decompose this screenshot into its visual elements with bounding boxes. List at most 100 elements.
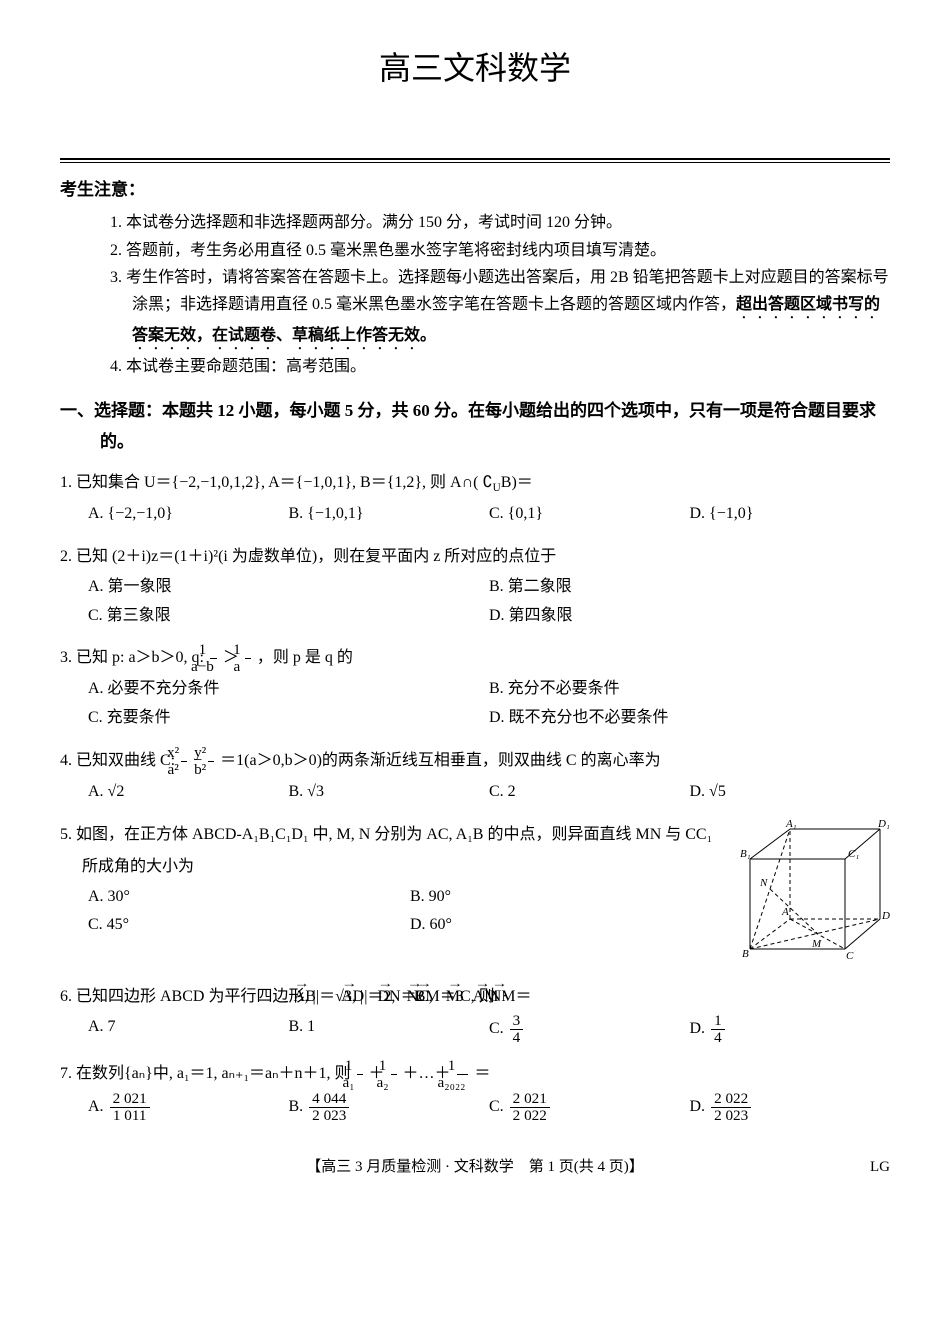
fig-label: B₁ (740, 848, 751, 860)
frac-d: a₂ (391, 1075, 397, 1091)
q1-stem2: B)＝ (501, 474, 533, 491)
q4-stem: 4. 已知双曲线 C: (60, 752, 179, 769)
fig-label: B (742, 948, 749, 959)
q1-stem: 1. 已知集合 U＝{−2,−1,0,1,2}, A＝{−1,0,1}, B＝{… (60, 474, 493, 491)
frac-n: 2 021 (110, 1091, 150, 1108)
q2-stem: 2. 已知 (2＋i)z＝(1＋i)²(i 为虚数单位)，则在复平面内 z 所对… (60, 541, 890, 573)
question-2: 2. 已知 (2＋i)z＝(1＋i)²(i 为虚数单位)，则在复平面内 z 所对… (60, 541, 890, 631)
q2-option-a: A. 第一象限 (88, 573, 489, 602)
q6-option-a: A. 7 (88, 1013, 289, 1046)
notice-item: 3. 考生作答时，请将答案答在答题卡上。选择题每小题选出答案后，用 2B 铅笔把… (110, 264, 890, 353)
notice-item: 4. 本试卷主要命题范围：高考范围。 (110, 353, 890, 380)
q1-option-a: A. {−2,−1,0} (88, 500, 289, 529)
q4-option-b: B. √3 (289, 778, 490, 807)
q3-option-c: C. 充要条件 (88, 704, 489, 733)
q6-option-c: C. 34 (489, 1013, 690, 1046)
fig-label: A₁ (785, 819, 797, 830)
q3-option-b: B. 充分不必要条件 (489, 675, 890, 704)
notice-block: 考生注意： 1. 本试卷分选择题和非选择题两部分。满分 150 分，考试时间 1… (60, 175, 890, 381)
opt-prefix: C. (489, 1020, 508, 1037)
frac-d: 2 022 (510, 1108, 550, 1124)
question-5: 5. 如图，在正方体 ABCD-A₁B₁C₁D₁ 中, M, N 分别为 AC,… (60, 819, 890, 970)
page-title: 高三文科数学 (60, 40, 890, 98)
q5-stem: 5. 如图，在正方体 ABCD-A₁B₁C₁D₁ 中, M, N 分别为 AC,… (60, 819, 732, 883)
q2-option-b: B. 第二象限 (489, 573, 890, 602)
fig-label: D₁ (877, 819, 890, 830)
divider (60, 158, 890, 160)
frac-d: 2 023 (309, 1108, 349, 1124)
question-7: 7. 在数列{aₙ}中, a₁＝1, aₙ₊₁＝aₙ＋n＋1, 则 1a₁ ＋ … (60, 1058, 890, 1124)
q7-option-b: B. 4 0442 023 (289, 1091, 490, 1124)
q6-stem: 6. 已知四边形 ABCD 为平行四边形, | (60, 988, 316, 1005)
q7-stem: 7. 在数列{aₙ}中, a₁＝1, aₙ₊₁＝aₙ＋n＋1, 则 (60, 1065, 355, 1082)
frac-d: b² (208, 762, 214, 778)
frac-d: a−b (210, 659, 217, 675)
frac-d: a² (181, 762, 187, 778)
opt-prefix: C. (489, 1098, 508, 1115)
frac-d: 4 (510, 1030, 524, 1046)
fig-label: A (781, 906, 789, 918)
q3-stem: ，则 p 是 q 的 (257, 649, 353, 666)
vector: MC (468, 981, 471, 1013)
opt-prefix: A. (88, 1098, 108, 1115)
q1-option-b: B. {−1,0,1} (289, 500, 490, 529)
q6-option-b: B. 1 (289, 1013, 490, 1046)
q2-option-d: D. 第四象限 (489, 602, 890, 631)
q7-stem: ＝ (474, 1065, 490, 1082)
q4-option-d: D. √5 (690, 778, 891, 807)
frac-d: a₂₀₂₂ (457, 1075, 469, 1091)
q2-option-c: C. 第三象限 (88, 602, 489, 631)
frac-n: y² (208, 745, 214, 762)
question-3: 3. 已知 p: a＞b＞0, q: 1a−b ＞ 1a ，则 p 是 q 的 … (60, 642, 890, 733)
frac-d: a (245, 659, 251, 675)
vector: DN (399, 981, 400, 1013)
opt-prefix: B. (289, 1098, 308, 1115)
frac-d: 2 023 (711, 1108, 751, 1124)
q3-stem: 3. 已知 p: a＞b＞0, q: (60, 649, 208, 666)
question-4: 4. 已知双曲线 C: x²a² − y²b² ＝1(a＞0,b＞0)的两条渐近… (60, 745, 890, 807)
fig-label: N (759, 877, 768, 889)
page-footer: 【高三 3 月质量检测 · 文科数学 第 1 页(共 4 页)】 LG (60, 1154, 890, 1181)
opt-prefix: D. (690, 1020, 710, 1037)
vector: NM (512, 981, 516, 1013)
notice-item: 2. 答题前，考生务必用直径 0.5 毫米黑色墨水签字笔将密封线内项目填写清楚。 (110, 237, 890, 264)
q3-option-d: D. 既不充分也不必要条件 (489, 704, 890, 733)
cube-figure: A₁ D₁ B₁ C₁ N A D B M C (740, 819, 890, 970)
q5-option-a: A. 30° (88, 883, 410, 912)
footer-text: 【高三 3 月质量检测 · 文科数学 第 1 页(共 4 页)】 (306, 1159, 644, 1175)
section-head: 一、选择题：本题共 12 小题，每小题 5 分，共 60 分。在每小题给出的四个… (60, 396, 890, 457)
footer-tag: LG (870, 1154, 890, 1181)
frac-n: 2 022 (711, 1091, 751, 1108)
q4-stem: ＝1(a＞0,b＞0)的两条渐近线互相垂直，则双曲线 C 的离心率为 (220, 752, 660, 769)
q6-option-d: D. 14 (690, 1013, 891, 1046)
opt-prefix: D. (690, 1098, 710, 1115)
q7-option-c: C. 2 0212 022 (489, 1091, 690, 1124)
question-1: 1. 已知集合 U＝{−2,−1,0,1,2}, A＝{−1,0,1}, B＝{… (60, 467, 890, 528)
q5-option-b: B. 90° (410, 883, 732, 912)
notice-head: 考生注意： (60, 180, 145, 199)
q4-option-a: A. √2 (88, 778, 289, 807)
frac-n: 1 (391, 1058, 397, 1075)
frac-n: 1 (711, 1013, 725, 1030)
q4-option-c: C. 2 (489, 778, 690, 807)
fig-label: D (881, 910, 890, 922)
frac-d: a₁ (357, 1075, 363, 1091)
frac-d: 1 011 (110, 1108, 150, 1124)
fig-label: C (846, 950, 854, 959)
q7-option-a: A. 2 0211 011 (88, 1091, 289, 1124)
q3-option-a: A. 必要不充分条件 (88, 675, 489, 704)
vector: BM (437, 981, 440, 1013)
q6-stem: ＝ (516, 988, 532, 1005)
q5-option-d: D. 60° (410, 911, 732, 940)
frac-n: 1 (357, 1058, 363, 1075)
frac-n: 1 (457, 1058, 469, 1075)
divider (60, 162, 890, 163)
q1-option-c: C. {0,1} (489, 500, 690, 529)
frac-d: 4 (711, 1030, 725, 1046)
frac-n: 4 044 (309, 1091, 349, 1108)
frac-n: 2 021 (510, 1091, 550, 1108)
fig-label: M (811, 938, 822, 950)
vector: AD (363, 981, 364, 1013)
q1-option-d: D. {−1,0} (690, 500, 891, 529)
frac-n: 3 (510, 1013, 524, 1030)
